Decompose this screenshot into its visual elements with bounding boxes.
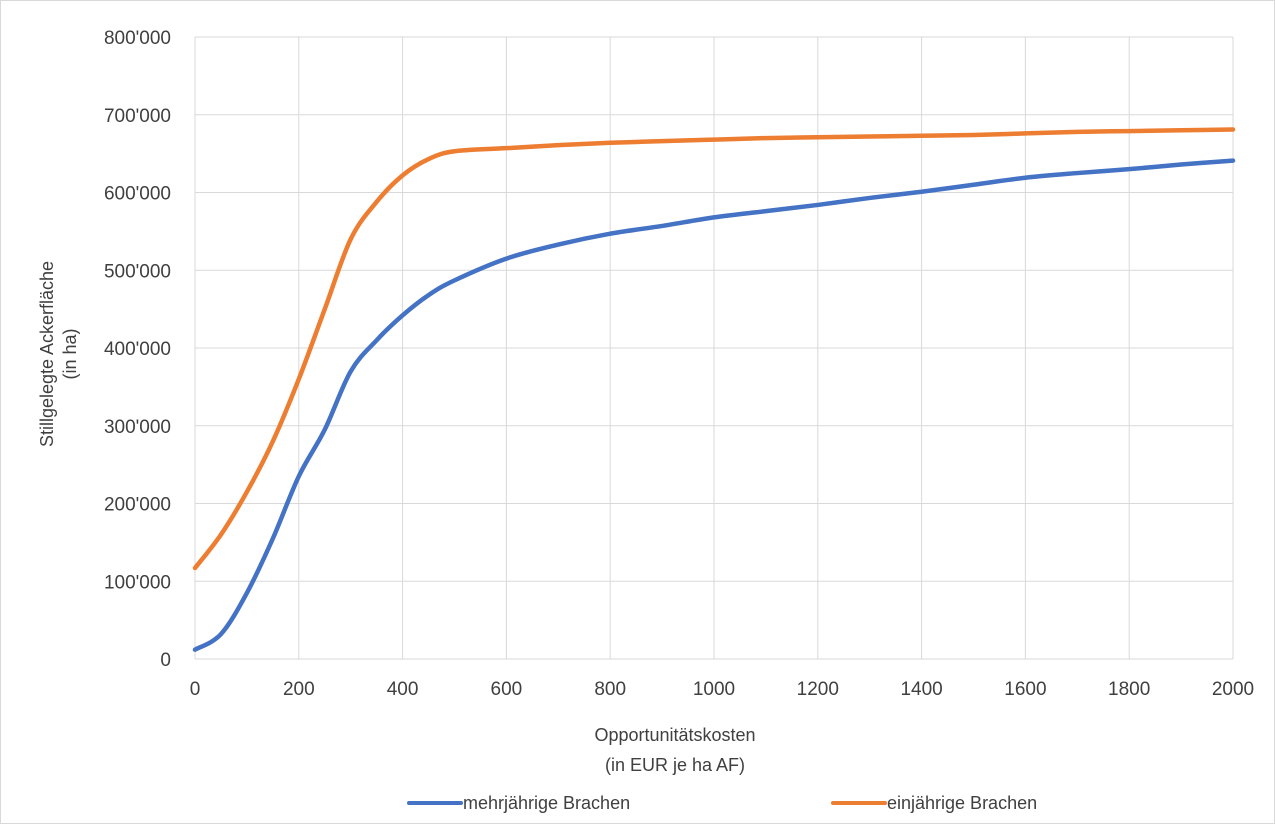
x-tick-label: 800 (594, 679, 626, 700)
x-tick-label: 1800 (1108, 679, 1150, 700)
y-tick-label: 0 (160, 650, 171, 671)
y-axis-title-line1: Stillgelegte Ackerfläche (37, 261, 57, 447)
legend-label-mehrjaehrige: mehrjährige Brachen (463, 793, 630, 813)
y-tick-label: 500'000 (104, 261, 171, 282)
x-tick-label: 2000 (1212, 679, 1254, 700)
y-tick-label: 200'000 (104, 495, 171, 516)
series-line-einjaehrige (192, 127, 1236, 571)
x-tick-label: 0 (190, 679, 201, 700)
gridlines (194, 36, 1234, 660)
x-axis-title-line1: Opportunitätskosten (594, 725, 755, 745)
y-tick-label: 800'000 (104, 28, 171, 49)
x-tick-label: 200 (283, 679, 315, 700)
legend: mehrjährige Brachen einjährige Brachen (407, 793, 1037, 813)
tick-labels: 0 100'000 200'000 300'000 400'000 500'000 600'… (104, 28, 1254, 700)
y-tick-label: 400'000 (104, 339, 171, 360)
y-tick-label: 100'000 (104, 572, 171, 593)
x-axis-title-line2: (in EUR je ha AF) (605, 755, 745, 775)
y-tick-label: 600'000 (104, 184, 171, 205)
series-layer (192, 127, 1236, 652)
y-tick-label: 700'000 (104, 106, 171, 127)
x-tick-label: 1200 (797, 679, 839, 700)
x-tick-label: 400 (387, 679, 419, 700)
series-line-mehrjaehrige (192, 158, 1236, 652)
x-tick-label: 600 (491, 679, 523, 700)
x-tick-label: 1400 (900, 679, 942, 700)
x-tick-label: 1000 (693, 679, 735, 700)
y-tick-label: 300'000 (104, 417, 171, 438)
x-tick-label: 1600 (1004, 679, 1046, 700)
y-axis-title-line2: (in ha) (60, 328, 80, 379)
legend-label-einjaehrige: einjährige Brachen (887, 793, 1037, 813)
